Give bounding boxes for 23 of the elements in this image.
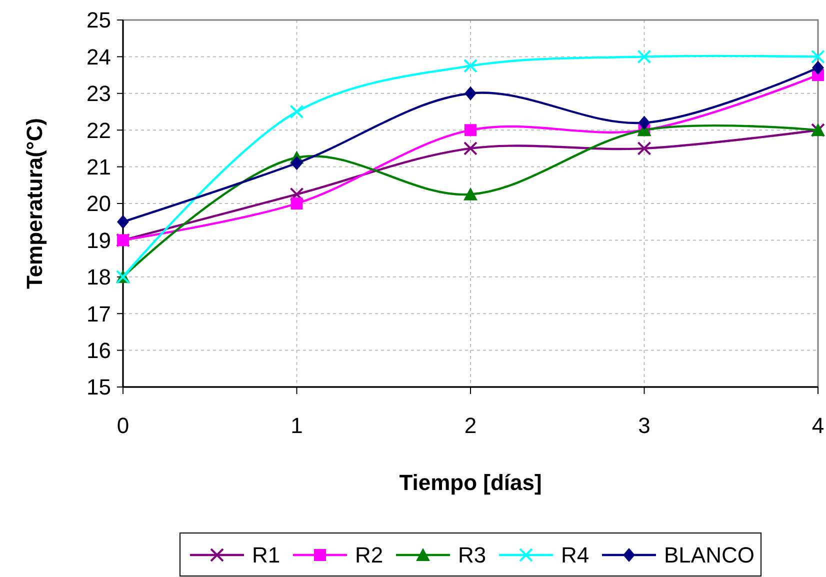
y-tick-label: 15 bbox=[86, 374, 111, 400]
y-tick-label: 20 bbox=[86, 191, 111, 216]
legend-label: R1 bbox=[252, 542, 280, 568]
x-tick-label: 0 bbox=[116, 413, 130, 438]
legend-label: BLANCO bbox=[664, 542, 754, 568]
y-tick-label: 23 bbox=[86, 81, 111, 106]
y-tick-label: 17 bbox=[86, 301, 111, 326]
legend-label: R3 bbox=[458, 542, 486, 568]
x-tick-label: 4 bbox=[812, 413, 824, 438]
legend-label: R4 bbox=[561, 542, 590, 568]
y-tick-label: 18 bbox=[86, 264, 111, 290]
y-tick-label: 25 bbox=[86, 8, 111, 33]
x-tick-label: 3 bbox=[638, 413, 650, 438]
y-tick-label: 16 bbox=[86, 338, 111, 363]
legend-label: R2 bbox=[355, 542, 384, 568]
x-axis-title: Tiempo [días] bbox=[399, 470, 542, 495]
y-tick-label: 22 bbox=[86, 118, 111, 143]
x-tick-label: 2 bbox=[464, 413, 477, 438]
x-tick-label: 1 bbox=[290, 413, 303, 438]
y-axis-title: Temperatura(°C) bbox=[22, 118, 47, 289]
y-tick-label: 19 bbox=[86, 228, 111, 253]
y-tick-label: 24 bbox=[86, 44, 111, 70]
y-tick-label: 21 bbox=[86, 154, 111, 180]
